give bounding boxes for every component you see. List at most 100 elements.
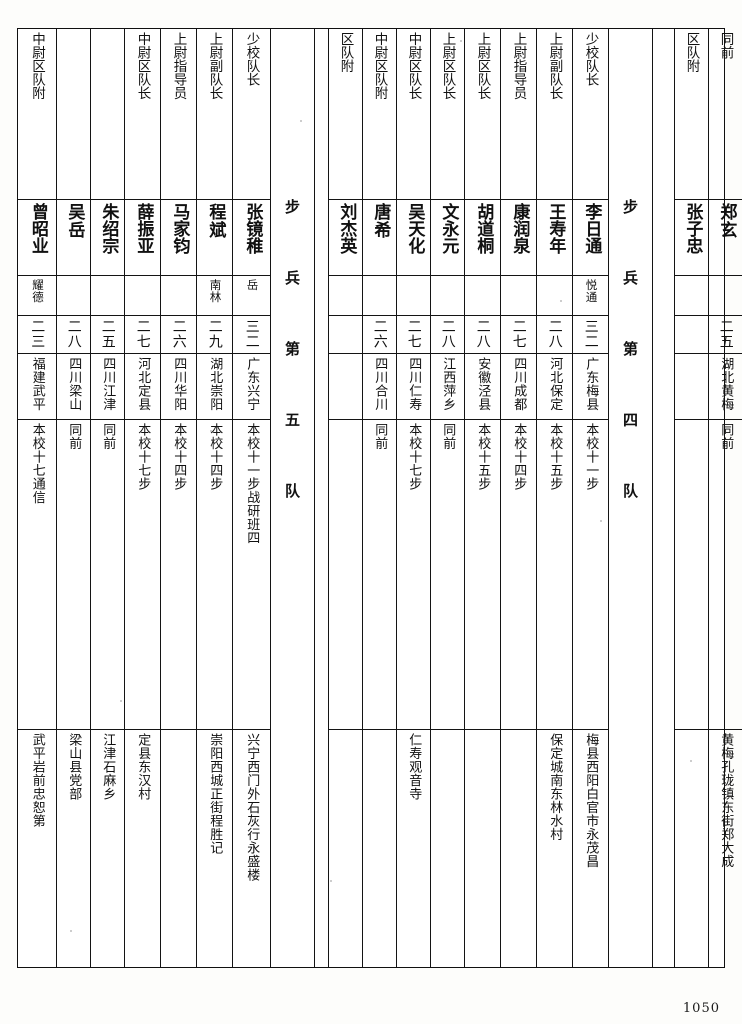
value-address: 定县东汉村 [135,733,151,801]
cell-name: 李日通 [573,199,608,275]
value-address: 梁山县党部 [66,733,82,801]
cell-origin: 同前 [57,419,90,729]
value-alias: 悦通 [584,279,599,303]
cell-age: 二八 [537,315,572,353]
cell-origin [329,419,362,729]
cell-address: 梅县西阳白官市永茂昌 [573,729,608,967]
officer-column: 上尉指导员 马家钧 二六 四川华阳 本校十四步 [160,29,196,967]
cell-age: 二六 [363,315,396,353]
unit-label-unit-5: 步兵第五队 [270,29,314,967]
cell-name: 张子忠 [675,199,708,275]
cell-origin: 本校十七步 [397,419,430,729]
value-age: 二七 [405,319,422,349]
cell-origin [675,419,708,729]
officer-column: 中尉区队附 曾昭业 耀德 二三 福建武平 本校十七通信 武平岩前忠恕第 [18,29,56,967]
cell-address: 仁寿观音寺 [397,729,430,967]
value-name: 胡道桐 [473,203,494,254]
value-age: 二五 [717,319,734,349]
value-origin: 本校十一步战研班四 [244,423,260,545]
officer-column: 同前 郑玄 二五 湖北黄梅 同前 黄梅孔珑镇东街郑大成 [708,29,742,967]
cell-alias [397,275,430,315]
cell-name: 胡道桐 [465,199,500,275]
cell-age: 二八 [431,315,464,353]
cell-alias: 悦通 [573,275,608,315]
cell-rank: 区队附 [329,29,362,199]
value-native-place: 河北定县 [135,357,151,411]
value-name: 薛振亚 [133,203,154,254]
cell-address [465,729,500,967]
value-name: 曾昭业 [27,203,48,254]
value-rank: 区队附 [683,32,700,73]
cell-native-place: 四川仁寿 [397,353,430,419]
value-age: 三二 [243,319,260,349]
value-origin: 同前 [372,423,388,450]
cell-rank: 中尉区队长 [125,29,160,199]
cell-name: 吴岳 [57,199,90,275]
cell-native-place: 四川江津 [91,353,124,419]
cell-alias [501,275,536,315]
cell-name: 王寿年 [537,199,572,275]
value-native-place: 河北保定 [547,357,563,411]
value-name: 张镜稚 [242,203,263,254]
cell-name: 马家钧 [161,199,196,275]
cell-address [501,729,536,967]
cell-alias [431,275,464,315]
cell-native-place: 四川梁山 [57,353,90,419]
officer-column: 上尉副队长 王寿年二八河北保定本校十五步保定城南东林水村 [536,29,572,967]
cell-rank: 上尉副队长 [537,29,572,199]
value-age: 二八 [65,319,82,349]
value-origin: 同前 [440,423,456,450]
cell-origin: 同前 [91,419,124,729]
cell-address: 定县东汉村 [125,729,160,967]
officer-column: 上尉副队长 程斌 南林 二九 湖北崇阳 本校十四步 崇阳西城正街程胜记 [196,29,232,967]
cell-name: 朱绍宗 [91,199,124,275]
value-name: 吴天化 [404,203,425,254]
officer-column: 上尉区队长 文永元 二八 江西萍乡 同前 [430,29,464,967]
cell-native-place: 河北保定 [537,353,572,419]
cell-name: 程斌 [197,199,232,275]
value-rank: 区队附 [337,32,354,73]
cell-origin: 本校十四步 [161,419,196,729]
cell-age [329,315,362,353]
value-native-place: 广东梅县 [583,357,599,411]
cell-name: 唐希 [363,199,396,275]
value-native-place: 四川合川 [372,357,388,411]
scan-artifact [210,430,212,432]
value-origin: 本校十五步 [475,423,491,491]
column-spacer [314,29,328,967]
cell-age: 二五 [709,315,742,353]
scan-artifact [690,760,692,762]
cell-native-place: 福建武平 [18,353,56,419]
value-origin: 本校十五步 [547,423,563,491]
value-address: 兴宁西门外石灰行永盛楼 [244,733,260,882]
cell-age: 二六 [161,315,196,353]
cell-native-place: 湖北崇阳 [197,353,232,419]
value-address: 保定城南东林水村 [547,733,563,841]
cell-address [161,729,196,967]
cell-age: 二五 [91,315,124,353]
cell-name: 文永元 [431,199,464,275]
cell-native-place: 安徽泾县 [465,353,500,419]
cell-address: 黄梅孔珑镇东街郑大成 [709,729,742,967]
officer-column: 中尉区队附 唐希 二六 四川合川 同前 [362,29,396,967]
value-name: 马家钧 [169,203,190,254]
cell-origin: 本校十七通信 [18,419,56,729]
cell-rank [91,29,124,199]
cell-alias [709,275,742,315]
value-name: 吴岳 [64,203,85,239]
value-address: 梅县西阳白官市永茂昌 [583,733,599,868]
cell-origin: 同前 [363,419,396,729]
value-origin: 本校十四步 [511,423,527,491]
value-native-place: 江西萍乡 [440,357,456,411]
unit-label-text: 步兵第五队 [283,199,301,554]
officer-column: 朱绍宗 二五 四川江津 同前 江津石麻乡 [90,29,124,967]
value-native-place: 广东兴宁 [244,357,260,411]
cell-name: 薛振亚 [125,199,160,275]
value-age: 二九 [206,319,223,349]
cell-native-place: 江西萍乡 [431,353,464,419]
cell-native-place: 四川华阳 [161,353,196,419]
value-name: 朱绍宗 [98,203,119,254]
value-native-place: 安徽泾县 [475,357,491,411]
cell-address: 武平岩前忠恕第 [18,729,56,967]
cell-age [675,315,708,353]
